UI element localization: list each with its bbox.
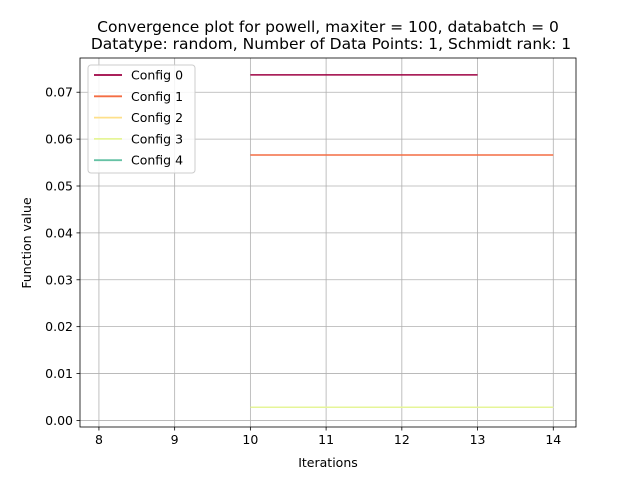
y-tick-label: 0.05: [45, 179, 73, 194]
x-axis-label: Iterations: [298, 455, 358, 470]
legend-label: Config 2: [131, 110, 183, 125]
x-tick-label: 12: [394, 432, 410, 447]
grid: [80, 58, 576, 427]
x-tick-label: 11: [318, 432, 334, 447]
y-tick-label: 0.02: [45, 319, 73, 334]
legend-entry-config-4: Config 4: [94, 153, 183, 168]
x-tick-label: 8: [95, 432, 103, 447]
y-tick-label: 0.06: [45, 132, 73, 147]
chart-title-line1: Convergence plot for powell, maxiter = 1…: [97, 18, 559, 36]
legend-entry-config-0: Config 0: [94, 68, 183, 83]
series-lines: [250, 74, 554, 409]
legend-entry-config-2: Config 2: [94, 110, 183, 125]
axes: 8 9 10 11 12 13 14 0.00 0.01 0.02 0.03 0.04 0.05 0.06…: [45, 57, 577, 447]
chart-title-line2: Datatype: random, Number of Data Points:…: [91, 35, 571, 53]
legend-label: Config 1: [131, 89, 183, 104]
x-tick-label: 10: [242, 432, 258, 447]
y-tick-label: 0.03: [45, 272, 73, 287]
legend-label: Config 3: [131, 131, 183, 146]
x-tick-label: 13: [470, 432, 486, 447]
legend-label: Config 4: [131, 153, 183, 168]
legend-box: [87, 64, 196, 174]
y-tick-label: 0.01: [45, 366, 73, 381]
x-tick-label: 14: [545, 432, 561, 447]
legend-label: Config 0: [131, 68, 183, 83]
legend-entry-config-3: Config 3: [94, 131, 183, 146]
x-tick-label: 9: [171, 432, 179, 447]
y-tick-label: 0.04: [45, 225, 73, 240]
y-tick-label: 0.07: [45, 85, 73, 100]
plot-frame: [79, 57, 577, 428]
y-axis-label: Function value: [19, 197, 34, 289]
y-tick-label: 0.00: [45, 413, 73, 428]
legend-entry-config-1: Config 1: [94, 89, 183, 104]
legend: Config 0 Config 1 Config 2 Config 3 Config 4: [87, 64, 196, 174]
